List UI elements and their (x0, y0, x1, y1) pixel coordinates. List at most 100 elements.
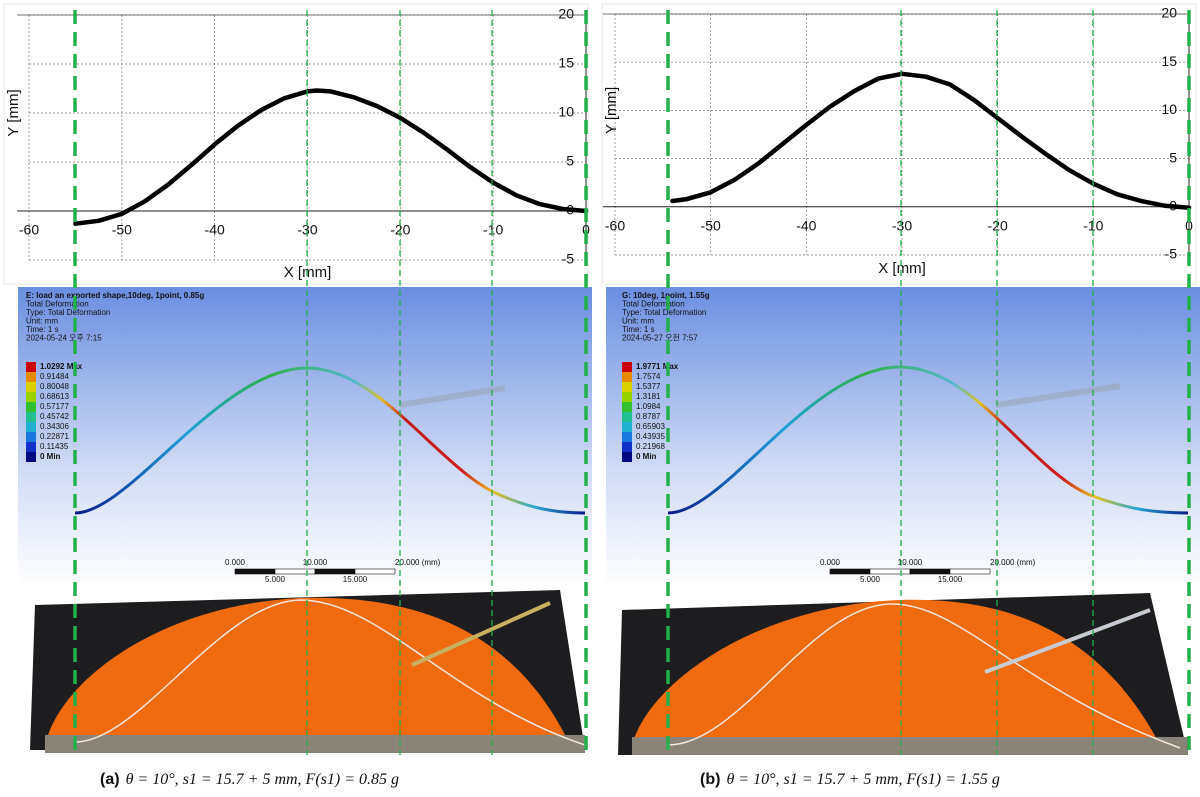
legend-swatch (26, 412, 36, 422)
simulation: E: load an exported shape,10deg, 1point,… (26, 291, 441, 584)
legend-swatch (26, 452, 36, 462)
legend-label: 1.3181 (636, 392, 661, 401)
scale-label: 10.000 (303, 558, 328, 567)
legend-swatch (26, 392, 36, 402)
legend-label: 0.11435 (40, 442, 69, 451)
legend-label: 1.5377 (636, 382, 661, 391)
simulation-background (606, 287, 1200, 587)
probe (399, 385, 506, 408)
legend-label: 0.80048 (40, 382, 69, 391)
legend-label: 0 Min (40, 452, 61, 461)
data-line (73, 88, 589, 226)
x-axis-label: X [mm] (878, 260, 926, 277)
legend-swatch (26, 432, 36, 442)
legend-swatch (622, 412, 632, 422)
scale-label: 0.000 (225, 558, 246, 567)
scale-bar (354, 568, 396, 575)
legend-label: 0.34306 (40, 422, 69, 431)
caption-text: θ = 10°, s1 = 15.7 + 5 mm, F(s1) = 0.85 … (126, 771, 399, 788)
scale-bar (869, 568, 911, 575)
x-tick-label: -10 (483, 222, 503, 238)
legend-label: 0.21968 (636, 442, 665, 451)
legend-swatch (622, 422, 632, 432)
x-tick-label: -50 (112, 222, 132, 238)
scale-bar (949, 568, 991, 575)
x-tick-label: -30 (892, 218, 912, 234)
legend-swatch (622, 382, 632, 392)
scale-label: 10.000 (898, 558, 923, 567)
scale-bar (274, 568, 316, 575)
scale-label: 15.000 (343, 575, 368, 584)
fiber (667, 603, 1181, 749)
caption-text: θ = 10°, s1 = 15.7 + 5 mm, F(s1) = 1.55 … (726, 771, 999, 788)
caption: (b) θ = 10°, s1 = 15.7 + 5 mm, F(s1) = 1.… (700, 771, 1000, 789)
simulation-background (18, 287, 592, 587)
legend-swatch (622, 362, 632, 372)
simulation-header: E: load an exported shape,10deg, 1point,… (26, 291, 204, 300)
y-tick-label: 10 (1161, 101, 1177, 117)
scale-label: 15.000 (938, 575, 963, 584)
simulation-header: Time: 1 s (26, 325, 59, 334)
y-tick-label: 20 (558, 6, 574, 22)
legend-swatch (622, 392, 632, 402)
base (632, 737, 1188, 755)
legend-swatch (622, 432, 632, 442)
x-tick-label: -60 (605, 218, 625, 234)
legend-label: 0.65903 (636, 422, 665, 431)
y-axis-label: Y [mm] (603, 87, 620, 134)
plot-area (3, 3, 589, 285)
simulation-header: Total Deformation (622, 300, 685, 309)
simulation-header: Type: Total Deformation (622, 308, 706, 317)
legend-swatch (622, 372, 632, 382)
y-tick-label: 5 (1169, 149, 1177, 165)
x-tick-label: -40 (796, 218, 816, 234)
base (45, 735, 585, 753)
gel (632, 599, 1160, 745)
caption-label: (a) (100, 771, 120, 788)
x-tick-label: -40 (205, 222, 225, 238)
legend-label: 1.9771 Max (636, 362, 679, 371)
legend-label: 0.68613 (40, 392, 69, 401)
legend-label: 0.43935 (636, 432, 665, 441)
photo-layer (30, 590, 1188, 755)
scale-label: 5.000 (265, 575, 286, 584)
y-tick-label: 15 (1161, 53, 1177, 69)
x-tick-label: -30 (297, 222, 317, 238)
scale-label: 5.000 (860, 575, 881, 584)
y-tick-label: 5 (566, 153, 574, 169)
legend-swatch (26, 382, 36, 392)
y-tick-label: -5 (1165, 246, 1178, 262)
simulation-layer: E: load an exported shape,10deg, 1point,… (18, 287, 1200, 587)
y-tick-label: 10 (558, 104, 574, 120)
legend-swatch (26, 422, 36, 432)
legend-label: 0.57177 (40, 402, 69, 411)
legend-label: 1.7574 (636, 372, 661, 381)
legend-swatch (26, 442, 36, 452)
needle (984, 608, 1151, 674)
simulation-header: Time: 1 s (622, 325, 655, 334)
legend-label: 1.0292 Max (40, 362, 83, 371)
legend-swatch (26, 402, 36, 412)
scale-label: 20.000 (mm) (990, 558, 1036, 567)
legend-label: 0 Min (636, 452, 657, 461)
legend-label: 0.22871 (40, 432, 69, 441)
simulation-curve (74, 366, 586, 515)
scale-bar (314, 568, 356, 575)
x-tick-label: -20 (988, 218, 1008, 234)
scale-label: 0.000 (820, 558, 841, 567)
legend-swatch (622, 402, 632, 412)
simulation-header: Unit: mm (622, 317, 654, 326)
simulation-header: Type: Total Deformation (26, 308, 110, 317)
probe (995, 383, 1121, 408)
legend-label: 0.8787 (636, 412, 661, 421)
simulation-header: Unit: mm (26, 317, 58, 326)
legend-label: 1.0984 (636, 402, 661, 411)
legend-swatch (622, 442, 632, 452)
simulation-header: 2024-05-27 오전 7:57 (622, 333, 698, 343)
simulation-curve (667, 365, 1189, 515)
caption: (a) θ = 10°, s1 = 15.7 + 5 mm, F(s1) = 0.… (100, 771, 399, 789)
plot-area (601, 3, 1197, 285)
